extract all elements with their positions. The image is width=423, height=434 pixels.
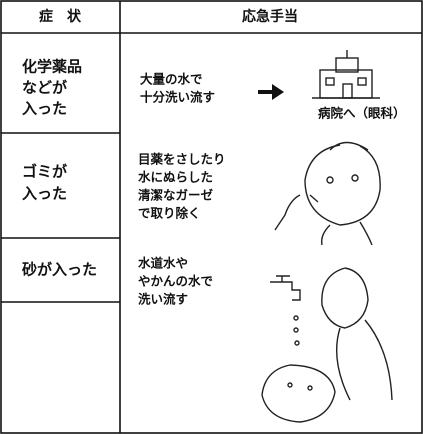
header-cell: 応急手当: [242, 8, 298, 25]
action-text: 水道水や: [138, 256, 188, 271]
arrow-icon: [258, 84, 284, 100]
symptom-text: 砂が入った: [22, 261, 97, 279]
action-text: やかんの水で: [138, 274, 213, 289]
note-text: 病院へ（眼科）: [318, 106, 406, 121]
action-text: 目薬をさしたり: [138, 152, 226, 167]
hospital-icon: [312, 50, 380, 99]
symptom-text: 入った: [22, 185, 67, 203]
washing-illustration: [261, 267, 393, 423]
action-text: で取り除く: [138, 206, 201, 221]
action-text: 水にぬらした: [138, 170, 213, 185]
symptom-text: などが: [22, 79, 68, 97]
header-cell: 症 状: [39, 8, 82, 25]
symptom-text: ゴミが: [22, 163, 68, 181]
action-text: 十分洗い流す: [140, 90, 215, 105]
symptom-text: 入った: [22, 100, 67, 118]
action-text: 洗い流す: [138, 292, 188, 307]
action-text: 大量の水で: [140, 72, 203, 87]
eyedrop-illustration: [274, 141, 381, 246]
symptom-text: 化学薬品: [22, 58, 82, 76]
action-text: 清潔なガーゼ: [138, 188, 214, 203]
